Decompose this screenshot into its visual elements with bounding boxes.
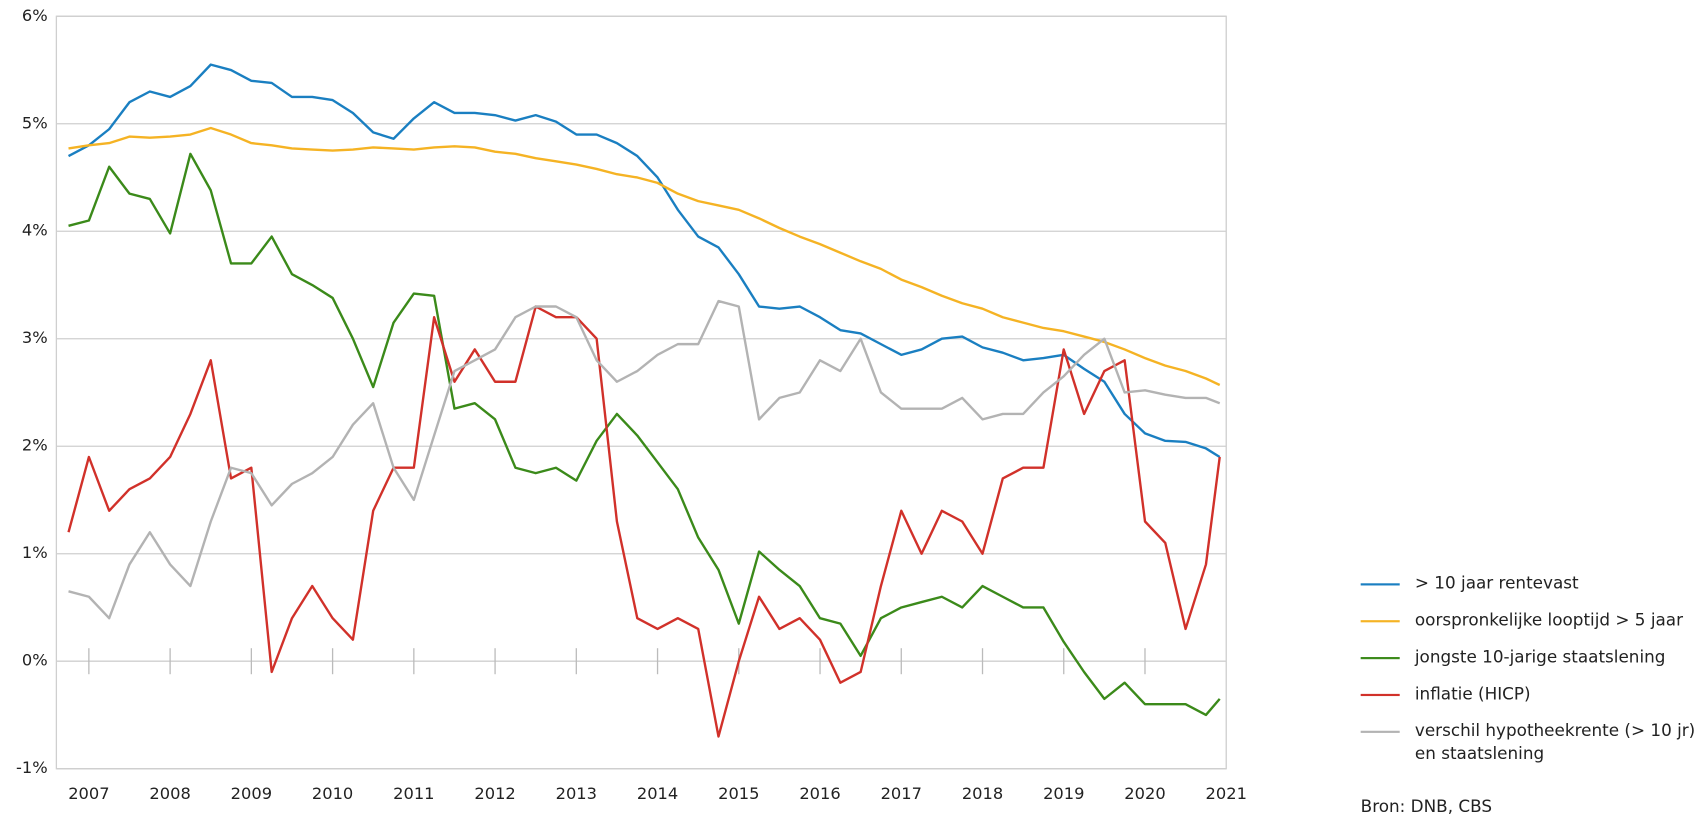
series-line: [67, 63, 1221, 459]
y-tick-label: -1%: [16, 758, 48, 777]
x-tick-label: 2020: [1124, 784, 1165, 803]
y-tick-label: 6%: [22, 6, 48, 25]
legend-item: verschil hypotheekrente (> 10 jr) en sta…: [1360, 720, 1697, 766]
x-tick-label: 2015: [718, 784, 759, 803]
x-tick-label: 2010: [312, 784, 353, 803]
source: Bron: DNB, CBS: [1360, 796, 1493, 817]
legend-item: > 10 jaar rentevast: [1360, 572, 1697, 595]
y-tick-label: 1%: [22, 543, 48, 562]
legend-swatch: [1360, 657, 1400, 660]
legend-label: inflatie (HICP): [1414, 684, 1531, 704]
x-tick-label: 2009: [231, 784, 272, 803]
y-tick-label: 3%: [22, 328, 48, 347]
x-tick-label: 2018: [962, 784, 1003, 803]
y-tick-label: 0%: [22, 651, 48, 670]
x-tick-label: 2014: [637, 784, 678, 803]
x-tick-label: 2012: [474, 784, 515, 803]
series-line: [68, 299, 1221, 620]
plot-frame: [55, 15, 1227, 770]
legend-swatch: [1360, 693, 1400, 697]
x-tick-label: 2017: [881, 784, 922, 803]
legend-label: > 10 jaar rentevast: [1414, 573, 1579, 594]
legend-item: jongste 10-jarige staatslening: [1360, 646, 1697, 669]
y-tick-label: 2%: [22, 436, 48, 455]
y-tick-label: 4%: [22, 221, 48, 240]
legend-swatch: [1360, 583, 1400, 586]
series-line: [68, 152, 1221, 717]
x-tick-label: 2007: [68, 784, 109, 803]
x-tick-label: 2021: [1206, 784, 1247, 803]
legend-item: oorspronkelijke looptijd > 5 jaar: [1360, 609, 1697, 632]
x-tick-label: 2013: [556, 784, 597, 803]
x-tick-label: 2019: [1043, 784, 1084, 803]
legend-label: oorspronkelijke looptijd > 5 jaar: [1414, 610, 1684, 630]
y-tick-label: 5%: [22, 113, 48, 132]
legend-item: inflatie (HICP): [1360, 683, 1697, 706]
legend: > 10 jaar rentevast oorspronkelijke loopt…: [1360, 572, 1697, 779]
series-line: [67, 305, 1221, 738]
series-line: [68, 126, 1221, 387]
x-tick-label: 2008: [149, 784, 190, 803]
x-tick-label: 2011: [393, 784, 434, 803]
legend-swatch: [1360, 730, 1400, 733]
legend-swatch: [1360, 620, 1400, 623]
legend-label: verschil hypotheekrente (> 10 jr) en sta…: [1414, 720, 1696, 764]
legend-label: jongste 10-jarige staatslening: [1414, 647, 1666, 667]
x-tick-label: 2016: [799, 784, 840, 803]
